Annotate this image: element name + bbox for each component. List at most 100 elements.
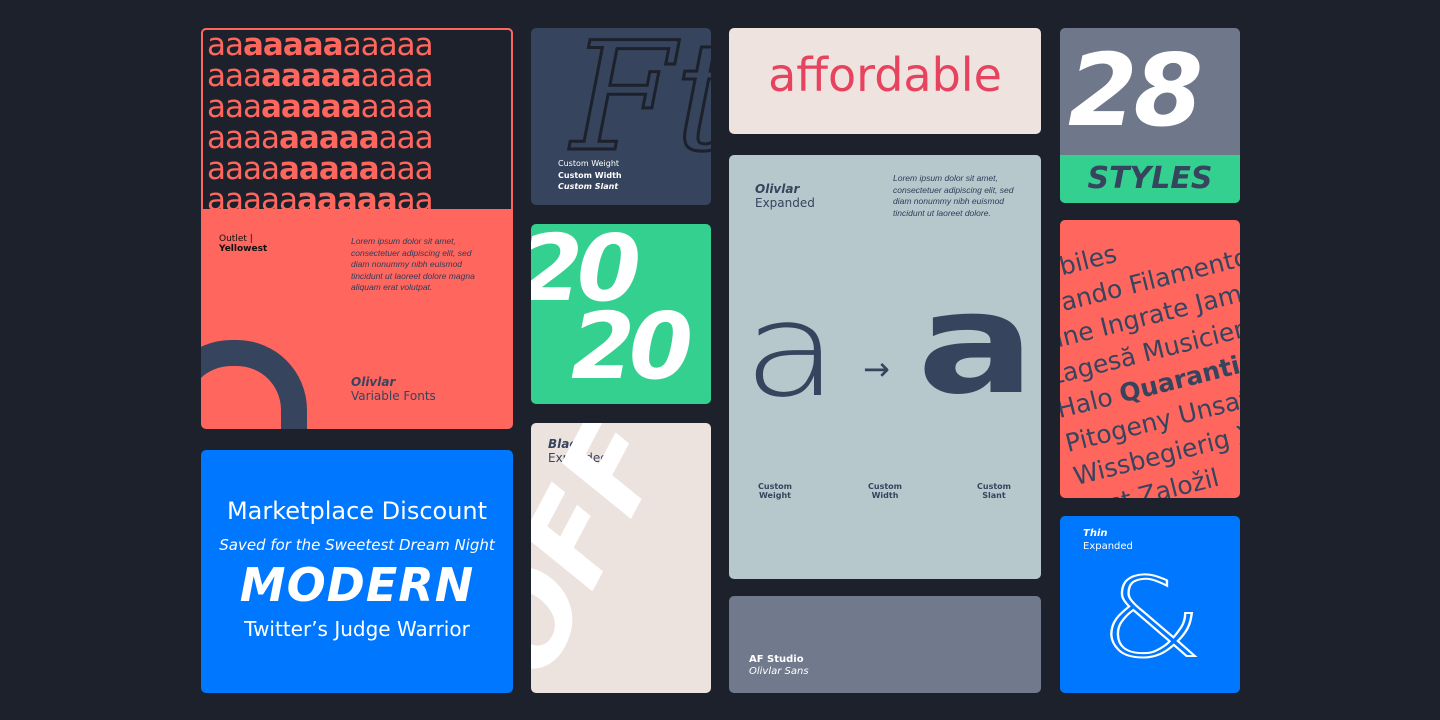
a-glyph: a (207, 28, 226, 63)
a-glyph: a (243, 120, 262, 156)
a-glyph: a (378, 151, 398, 187)
thin-a: a (743, 274, 839, 426)
styles-label: STYLES (1060, 155, 1240, 203)
a-glyph: a (340, 58, 362, 94)
bold-a: a (917, 263, 1036, 426)
affordable-word: affordable (768, 48, 1002, 102)
arrow-icon: → (863, 350, 890, 388)
a-glyph: a (261, 89, 282, 125)
lorem-text: Lorem ipsum dolor sit amet, consectetuer… (351, 236, 475, 292)
a-glyph: a (396, 28, 416, 63)
axis-slant: Custom Slant (977, 482, 1011, 500)
a-glyph: a (243, 58, 262, 94)
a-glyph: a (378, 120, 398, 156)
a-glyph: a (302, 28, 324, 63)
a-glyph: a (378, 28, 398, 63)
a-glyph: a (261, 58, 282, 94)
year-top: 20 (531, 224, 641, 322)
axis-width: Custom Width (868, 482, 902, 500)
a-glyph: a (336, 182, 358, 210)
weight-grid: aaaaaaaaaaaa aaaaaaaaaaaa aaaaaaaaaaaa a… (201, 28, 513, 209)
label-yellowest: Yellowest (219, 244, 268, 254)
a-glyph: a (356, 182, 378, 210)
a-glyph: a (396, 89, 416, 125)
a-glyph: a (316, 182, 338, 210)
a-glyph: a (360, 89, 380, 125)
glyph-words-card: Mobiles Grando Filamentou Sine Ingrate J… (1060, 220, 1240, 498)
a-glyph: a (207, 182, 226, 210)
a-row: aaaaaaaaaaaa (207, 182, 511, 210)
tagline: Saved for the Sweetest Dream Night (219, 536, 495, 554)
a-row: aaaaaaaaaaaa (207, 154, 511, 185)
a-glyph: a (262, 28, 284, 63)
a-row: aaaaaaaaaaaa (207, 92, 511, 123)
style-title: Black (548, 437, 585, 451)
a-glyph: a (396, 151, 416, 187)
off-word: OFF (531, 423, 694, 693)
year-card: 20 20 (531, 224, 711, 404)
a-glyph: a (414, 58, 434, 94)
a-glyph: a (360, 28, 380, 63)
a-glyph: a (414, 28, 434, 63)
family-name: Olivlar Sans (749, 666, 809, 677)
a-glyph: a (225, 89, 244, 125)
a-glyph: a (261, 151, 280, 187)
modern-card: Marketplace Discount Saved for the Sweet… (201, 450, 513, 693)
a-glyph: a (207, 89, 226, 125)
axis-width: Custom Width (558, 171, 622, 180)
a-glyph: a (300, 89, 322, 125)
axis-weight: Custom Weight (558, 159, 620, 168)
a-glyph: a (280, 89, 302, 125)
a-glyph: a (318, 151, 340, 187)
a-glyph: a (261, 120, 280, 156)
a-glyph: a (225, 120, 244, 156)
a-glyph: a (297, 182, 318, 210)
a-glyph: a (318, 120, 340, 156)
brand-name: Olivlar (351, 375, 396, 389)
a-glyph: a (358, 151, 380, 187)
headline: Marketplace Discount (226, 497, 488, 525)
modern-word: MODERN (239, 558, 475, 612)
a-glyph: a (298, 151, 320, 187)
a-glyph: a (261, 182, 280, 210)
a-glyph: a (414, 120, 434, 156)
style-subtitle: Expanded (1083, 541, 1133, 552)
a-glyph: a (414, 151, 434, 187)
a-glyph: a (282, 28, 304, 63)
a-glyph: a (414, 182, 434, 210)
a-glyph: a (225, 182, 244, 210)
a-glyph: a (396, 58, 416, 94)
ampersand-glyph: & (1099, 554, 1204, 682)
a-glyph: a (243, 182, 262, 210)
a-glyph: a (207, 120, 226, 156)
a-glyph: a (396, 182, 416, 210)
a-glyph: a (243, 28, 264, 63)
lorem-text: Lorem ipsum dolor sit amet, consectetuer… (893, 173, 1014, 218)
a-glyph: a (378, 89, 398, 125)
a-glyph: a (322, 28, 344, 63)
ft-glyph: Ft (569, 28, 711, 187)
a-glyph: a (207, 151, 226, 187)
a-glyph: a (279, 182, 298, 210)
a-glyph: a (225, 151, 244, 187)
styles-count-card: 28 STYLES (1060, 28, 1240, 203)
a-glyph: a (378, 58, 398, 94)
a-glyph: a (342, 28, 362, 63)
a-glyph: a (243, 151, 262, 187)
a-glyph: a (338, 151, 360, 187)
thin-expanded-card: Thin Expanded & (1060, 516, 1240, 693)
axis-weight: Custom Weight (758, 482, 792, 500)
word-lines: Mobiles Grando Filamentou Sine Ingrate J… (1060, 220, 1240, 498)
a-glyph: a (360, 58, 380, 94)
style-title: Thin (1083, 528, 1108, 539)
a-row: aaaaaaaaaaaa (207, 123, 511, 154)
a-glyph: a (300, 58, 322, 94)
a-row: aaaaaaaaaaaa (207, 30, 511, 61)
brand-name: Olivlar (755, 182, 800, 196)
a-glyph: a (243, 89, 262, 125)
a-glyph: a (320, 89, 342, 125)
affordable-card: affordable (729, 28, 1041, 134)
a-glyph: a (298, 120, 320, 156)
a-glyph: a (376, 182, 398, 210)
a-glyph: a (225, 58, 244, 94)
